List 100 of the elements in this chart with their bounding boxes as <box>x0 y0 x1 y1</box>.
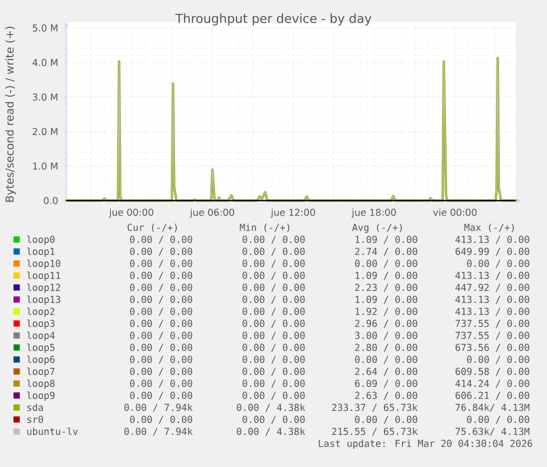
text: 0.00 / 0.00 <box>130 356 192 364</box>
text: 2.74 / 0.00 <box>355 248 418 256</box>
y-tick-label: 0.0 <box>44 197 58 204</box>
legend-label: loop4 <box>27 332 55 341</box>
text: 1.92 / 0.00 <box>356 308 418 316</box>
legend-label: loop3 <box>27 320 54 329</box>
text: 0.00 / 0.00 <box>242 236 305 244</box>
text: 0.00 / 0.00 <box>130 284 192 292</box>
text: 0.00 / 0.00 <box>130 236 192 244</box>
text: 0.00 / 0.00 <box>130 272 192 280</box>
legend-label: loop9 <box>27 392 55 401</box>
text: 737.55 / 0.00 <box>456 332 530 340</box>
text: 413.13 / 0.00 <box>455 296 530 304</box>
legend-label: loop12 <box>27 284 60 293</box>
text: 0.00 / 0.00 <box>130 368 192 376</box>
x-tick-label: jue 12:00 <box>270 208 315 218</box>
text: 3.00 / 0.00 <box>355 332 418 340</box>
y-tick-label: 5.0 M <box>32 24 58 32</box>
text: 0.00 / 0.00 <box>130 320 192 328</box>
text: 0.00 / 0.00 <box>242 296 305 304</box>
text: 0.00 / 0.00 <box>242 260 305 268</box>
legend-label: sda <box>27 404 43 412</box>
y-tick-label: 4.0 M <box>32 58 58 66</box>
text: 0.00 / 0.00 <box>130 296 192 304</box>
legend-label: loop0 <box>27 236 55 245</box>
text: 0.00 / 0.00 <box>242 380 305 388</box>
x-tick-label: vie 00:00 <box>433 208 477 216</box>
y-tick-label: 2.0 M <box>32 128 58 136</box>
text: 0.00 / 0.00 <box>242 272 305 280</box>
text: 2.23 / 0.00 <box>355 284 418 292</box>
y-axis-title: Bytes/second read (-) / write (+) <box>5 26 16 202</box>
y-tick-label: 3.0 M <box>32 93 58 101</box>
legend-label: loop13 <box>27 296 60 305</box>
text: 0.00 / 0.00 <box>242 368 305 376</box>
text: 1.09 / 0.00 <box>356 296 418 304</box>
text: Max (-/+) <box>464 224 514 232</box>
text: 0.00 / 0.00 <box>130 380 192 388</box>
text: 0.00 / 0.00 <box>242 344 305 352</box>
text: 414.24 / 0.00 <box>455 380 530 388</box>
text: 0.00 / 0.00 <box>242 356 305 364</box>
legend-label: loop6 <box>27 356 55 365</box>
text: 413.13 / 0.00 <box>455 272 530 280</box>
text: 1.09 / 0.00 <box>356 236 418 244</box>
text: 0.00 / 0.00 <box>130 344 192 352</box>
x-tick-label: jue 00:00 <box>108 208 154 218</box>
legend-label: loop2 <box>27 308 54 317</box>
text: 0.00 / 0.00 <box>242 416 305 424</box>
text: Cur (-/+) <box>128 224 177 232</box>
text: 0.00 / 4.38k <box>236 404 306 412</box>
text: Min (-/+) <box>240 224 290 232</box>
text: 0.00 / 0.00 <box>130 332 192 340</box>
text: Last update: Fri Mar 20 04:30:04 2026 <box>318 440 532 449</box>
text: 0.00 / 0.00 <box>355 356 418 364</box>
legend-label: loop11 <box>27 272 60 281</box>
chart-title: Throughput per device - by day <box>175 13 372 26</box>
text: 2.63 / 0.00 <box>355 392 418 400</box>
text: 673.56 / 0.00 <box>456 344 530 352</box>
x-tick-label: jue 06:00 <box>190 208 234 218</box>
text: 0.00 / 0.00 <box>355 260 418 268</box>
text: 6.09 / 0.00 <box>355 380 418 388</box>
text: 1.09 / 0.00 <box>356 272 418 280</box>
text: 413.13 / 0.00 <box>455 236 530 244</box>
text: 2.96 / 0.00 <box>355 320 418 328</box>
text: 0.00 / 0.00 <box>130 416 192 424</box>
text: 233.37 / 65.73k <box>332 404 418 412</box>
text: 649.99 / 0.00 <box>456 248 530 256</box>
text: 0.00 / 0.00 <box>242 284 305 292</box>
text: 2.80 / 0.00 <box>355 344 418 352</box>
text: 0.00 / 0.00 <box>242 248 305 256</box>
text: 0.00 / 0.00 <box>130 248 192 256</box>
text: 0.00 / 0.00 <box>130 308 192 316</box>
text: 0.00 / 0.00 <box>130 392 192 400</box>
text: 413.13 / 0.00 <box>455 308 530 316</box>
text: 215.55 / 65.73k <box>332 428 418 436</box>
legend-label: loop1 <box>27 248 55 257</box>
legend-label: loop5 <box>27 344 54 353</box>
legend-label: ubuntu-lv <box>27 428 78 436</box>
text: 0.00 / 0.00 <box>130 260 192 268</box>
legend-label: loop10 <box>27 260 60 269</box>
text: 75.63k/ 4.13M <box>456 428 530 436</box>
text: 0.00 / 7.94k <box>124 404 193 412</box>
x-tick-label: jue 18:00 <box>352 208 396 218</box>
text: 0.00 / 0.00 <box>467 356 530 364</box>
text: 606.21 / 0.00 <box>456 392 530 400</box>
legend-label: loop7 <box>27 368 54 377</box>
text: 0.00 / 4.38k <box>236 428 306 436</box>
legend-label: sr0 <box>27 416 44 424</box>
text: 2.64 / 0.00 <box>355 368 418 376</box>
text: 0.00 / 0.00 <box>355 416 418 424</box>
text: 76.84k/ 4.13M <box>456 404 530 412</box>
text: Avg (-/+) <box>352 224 402 233</box>
y-tick-label: 1.0 M <box>33 162 58 170</box>
text: 0.00 / 0.00 <box>242 308 305 316</box>
text: 0.00 / 7.94k <box>124 428 193 436</box>
text: 0.00 / 0.00 <box>242 320 305 328</box>
text: 737.55 / 0.00 <box>456 320 530 328</box>
text: 0.00 / 0.00 <box>467 416 530 424</box>
text: 0.00 / 0.00 <box>242 392 305 400</box>
text: 609.58 / 0.00 <box>456 368 530 376</box>
text: 447.92 / 0.00 <box>455 284 530 292</box>
